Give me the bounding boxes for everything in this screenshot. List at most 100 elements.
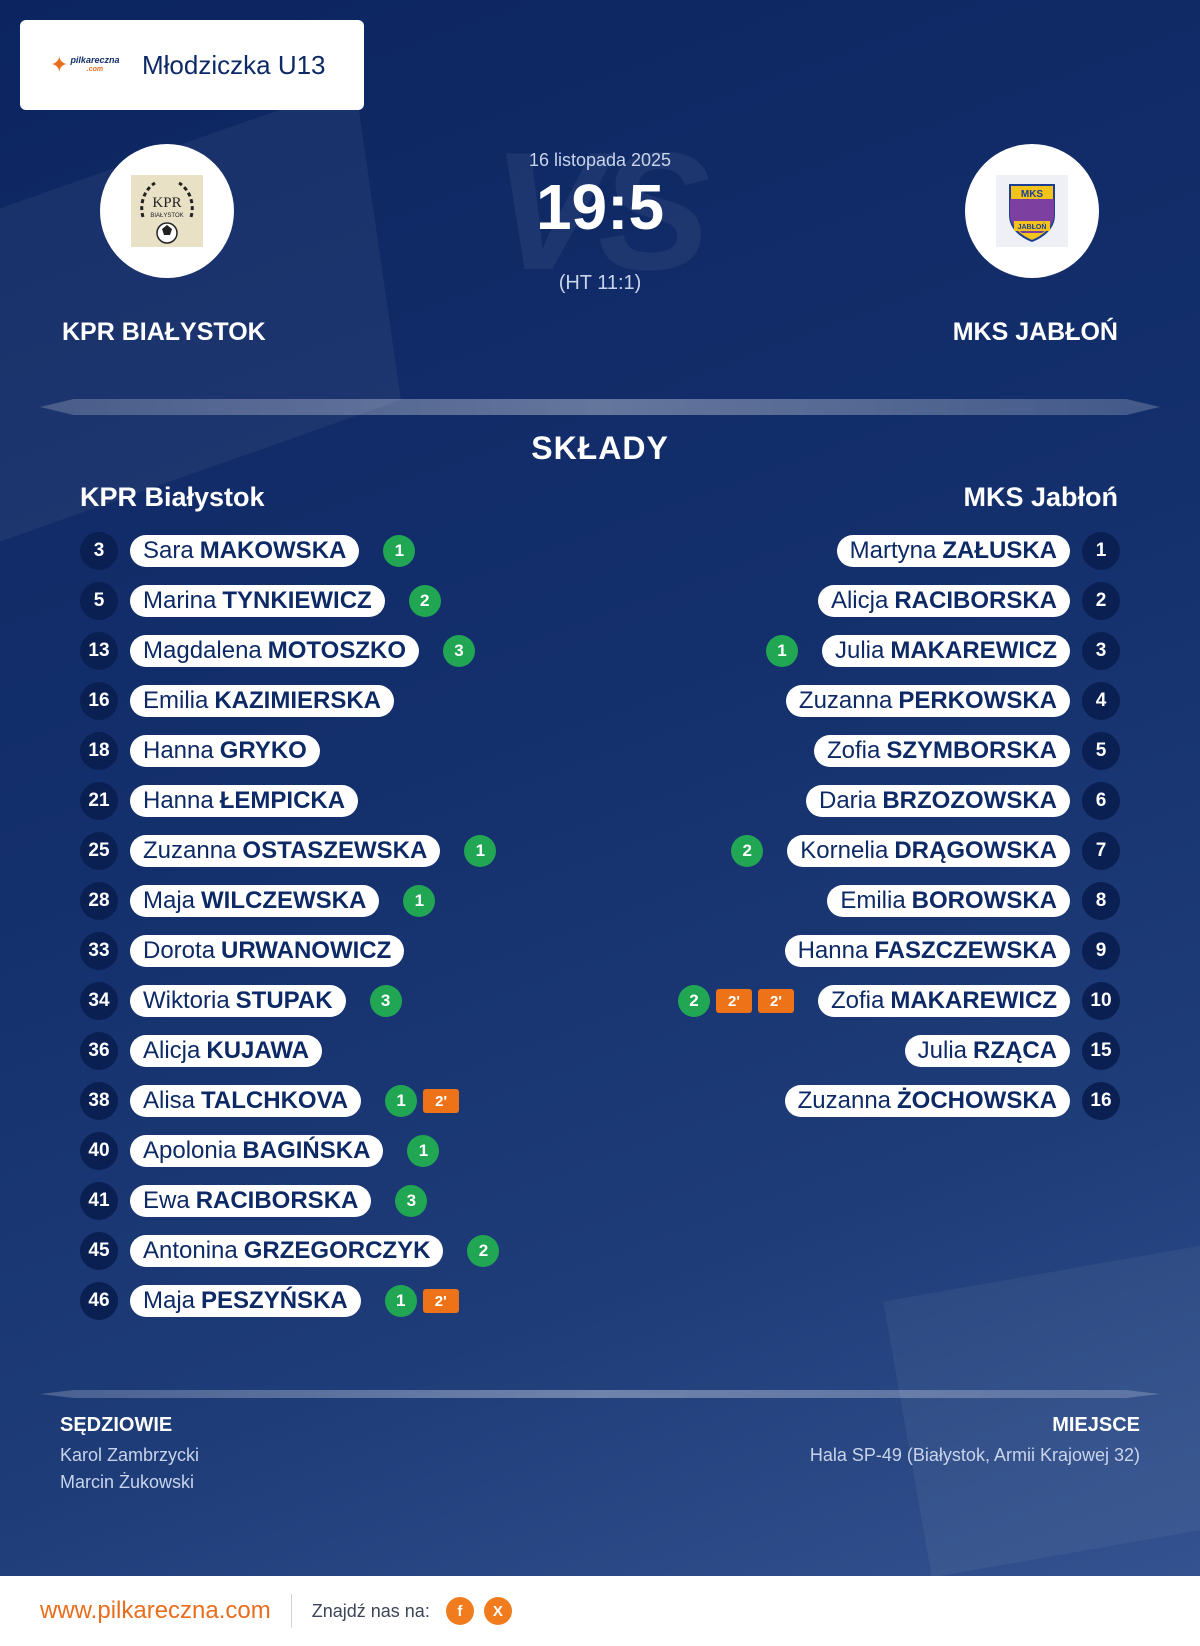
player-last-name: GRZEGORCZYK: [243, 1237, 431, 1264]
player-row: 40 Apolonia BAGIŃSKA 1: [80, 1126, 499, 1176]
player-last-name: KAZIMIERSKA: [214, 687, 382, 714]
player-row: 36 Alicja KUJAWA: [80, 1026, 499, 1076]
player-name: Wiktoria STUPAK: [130, 985, 346, 1017]
player-row: 28 Maja WILCZEWSKA 1: [80, 876, 499, 926]
player-name: Hanna FASZCZEWSKA: [784, 935, 1070, 967]
player-name: Apolonia BAGIŃSKA: [130, 1135, 384, 1167]
background-shape: [883, 1242, 1200, 1576]
shirt-number: 38: [80, 1082, 118, 1120]
player-row: 5 Marina TYNKIEWICZ 2: [80, 576, 499, 626]
player-stats: 2: [731, 835, 764, 867]
shirt-number: 21: [80, 782, 118, 820]
player-last-name: BAGIŃSKA: [242, 1137, 371, 1164]
shirt-number: 4: [1082, 682, 1120, 720]
shirt-number: 2: [1082, 582, 1120, 620]
player-row: Julia RZĄCA 15: [678, 1026, 1120, 1076]
shirt-number: 6: [1082, 782, 1120, 820]
player-stats: 2: [408, 585, 441, 617]
player-last-name: MAKAREWICZ: [890, 637, 1057, 664]
shirt-number: 8: [1082, 882, 1120, 920]
x-icon[interactable]: X: [483, 1597, 512, 1625]
mks-crest-icon: MKS JABŁOŃ: [996, 175, 1068, 247]
player-row: Daria BRZOZOWSKA 6: [678, 776, 1120, 826]
goals-badge: 1: [464, 835, 497, 867]
goals-badge: 2: [678, 985, 710, 1017]
brand-domain: .com: [86, 66, 104, 73]
suspension-badge: 2': [716, 989, 752, 1013]
shirt-number: 15: [1082, 1032, 1120, 1070]
player-name: Marina TYNKIEWICZ: [130, 585, 385, 617]
player-last-name: DRĄGOWSKA: [894, 837, 1057, 864]
shirt-number: 10: [1082, 982, 1120, 1020]
svg-text:JABŁOŃ: JABŁOŃ: [1018, 222, 1047, 231]
facebook-icon[interactable]: f: [445, 1597, 474, 1625]
shirt-number: 18: [80, 732, 118, 770]
footer: www.pilkareczna.com Znajdź nas na: f X: [0, 1576, 1200, 1646]
player-name: Magdalena MOTOSZKO: [130, 635, 419, 667]
player-name: Ewa RACIBORSKA: [130, 1185, 372, 1217]
player-first-name: Maja: [143, 1287, 196, 1314]
shirt-number: 16: [80, 682, 118, 720]
player-first-name: Magdalena: [143, 637, 262, 664]
player-name: Hanna GRYKO: [130, 735, 320, 767]
player-last-name: MAKAREWICZ: [890, 987, 1057, 1014]
shirt-number: 3: [80, 532, 118, 570]
player-last-name: SZYMBORSKA: [886, 737, 1057, 764]
vs-watermark: VS: [491, 117, 710, 305]
away-lineup-title: MKS Jabłoń: [963, 482, 1118, 512]
player-last-name: ZAŁUSKA: [942, 537, 1057, 564]
player-last-name: BRZOZOWSKA: [882, 787, 1057, 814]
shirt-number: 34: [80, 982, 118, 1020]
goals-badge: 3: [395, 1185, 428, 1217]
website-link[interactable]: www.pilkareczna.com: [40, 1597, 271, 1624]
player-row: Hanna FASZCZEWSKA 9: [678, 926, 1120, 976]
player-name: Daria BRZOZOWSKA: [805, 785, 1070, 817]
player-last-name: STUPAK: [235, 987, 333, 1014]
shirt-number: 7: [1082, 832, 1120, 870]
player-first-name: Antonina: [143, 1237, 238, 1264]
player-stats: 1: [766, 635, 798, 667]
category-label: Młodziczka U13: [142, 49, 326, 80]
player-first-name: Alicja: [143, 1037, 201, 1064]
player-name: Julia MAKAREWICZ: [822, 635, 1070, 667]
player-last-name: BOROWSKA: [911, 887, 1057, 914]
player-last-name: MOTOSZKO: [267, 637, 406, 664]
player-name: Alicja RACIBORSKA: [817, 585, 1070, 617]
player-row: 1 Julia MAKAREWICZ 3: [678, 626, 1120, 676]
player-stats: 3: [395, 1185, 428, 1217]
home-team-crest: KPR BIAŁYSTOK: [100, 144, 234, 278]
shirt-number: 9: [1082, 932, 1120, 970]
player-first-name: Sara: [143, 537, 194, 564]
goals-badge: 1: [403, 885, 436, 917]
player-last-name: FASZCZEWSKA: [874, 937, 1057, 964]
referees-title: SĘDZIOWIE: [60, 1414, 173, 1436]
player-name: Zuzanna OSTASZEWSKA: [130, 835, 441, 867]
goals-badge: 2: [408, 585, 441, 617]
svg-text:BIAŁYSTOK: BIAŁYSTOK: [150, 213, 183, 219]
player-first-name: Zuzanna: [797, 1087, 892, 1114]
player-name: Emilia BOROWSKA: [827, 885, 1070, 917]
player-last-name: RZĄCA: [973, 1037, 1057, 1064]
player-last-name: ŻOCHOWSKA: [897, 1087, 1057, 1114]
player-first-name: Wiktoria: [143, 987, 230, 1014]
player-row: 45 Antonina GRZEGORCZYK 2: [80, 1226, 500, 1276]
player-last-name: RACIBORSKA: [894, 587, 1057, 614]
player-name: Zuzanna PERKOWSKA: [785, 685, 1070, 717]
player-first-name: Zofia: [826, 737, 881, 764]
player-row: 2 2' 2' Zofia MAKAREWICZ 10: [678, 976, 1120, 1026]
divider: [40, 399, 1160, 415]
player-last-name: ŁEMPICKA: [219, 787, 346, 814]
player-name: Zofia MAKAREWICZ: [818, 985, 1070, 1017]
player-name: Alicja KUJAWA: [130, 1035, 323, 1067]
shirt-number: 41: [80, 1182, 118, 1220]
player-first-name: Kornelia: [800, 837, 889, 864]
suspension-badge: 2': [422, 1289, 459, 1313]
player-last-name: GRYKO: [219, 737, 307, 764]
player-last-name: MAKOWSKA: [199, 537, 347, 564]
goals-badge: 2: [731, 835, 764, 867]
player-first-name: Alicja: [830, 587, 889, 614]
player-name: Maja PESZYŃSKA: [130, 1285, 361, 1317]
player-stats: 1: [403, 885, 436, 917]
away-lineup: Martyna ZAŁUSKA 1 Alicja RACIBORSKA 2 1 Julia MA…: [678, 526, 1120, 1126]
player-stats: 3: [443, 635, 475, 667]
